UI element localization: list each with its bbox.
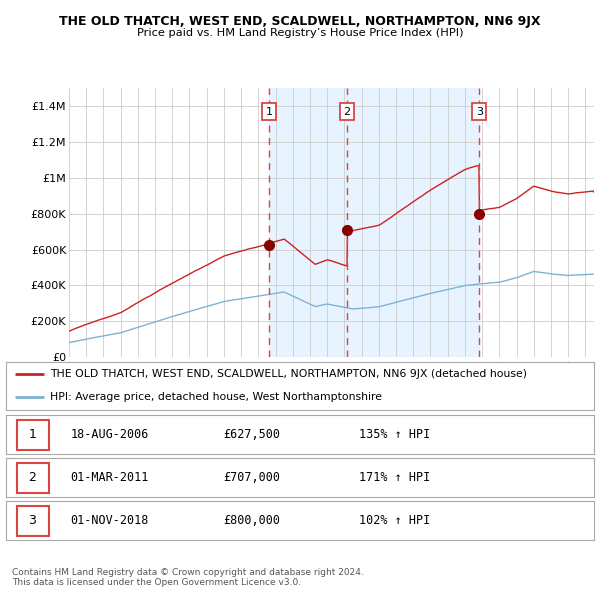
FancyBboxPatch shape	[17, 463, 49, 493]
Text: £627,500: £627,500	[224, 428, 281, 441]
Text: 3: 3	[476, 107, 482, 117]
Text: HPI: Average price, detached house, West Northamptonshire: HPI: Average price, detached house, West…	[50, 392, 382, 402]
Text: 102% ↑ HPI: 102% ↑ HPI	[359, 514, 430, 527]
Text: Contains HM Land Registry data © Crown copyright and database right 2024.
This d: Contains HM Land Registry data © Crown c…	[12, 568, 364, 587]
Text: THE OLD THATCH, WEST END, SCALDWELL, NORTHAMPTON, NN6 9JX (detached house): THE OLD THATCH, WEST END, SCALDWELL, NOR…	[50, 369, 527, 379]
Text: 01-NOV-2018: 01-NOV-2018	[71, 514, 149, 527]
Bar	[347, 88, 479, 357]
Text: 171% ↑ HPI: 171% ↑ HPI	[359, 471, 430, 484]
Text: 135% ↑ HPI: 135% ↑ HPI	[359, 428, 430, 441]
Text: 18-AUG-2006: 18-AUG-2006	[71, 428, 149, 441]
Text: 2: 2	[29, 471, 37, 484]
Bar	[269, 88, 347, 357]
Text: £800,000: £800,000	[224, 514, 281, 527]
FancyBboxPatch shape	[17, 419, 49, 450]
Text: 1: 1	[266, 107, 272, 117]
Text: 3: 3	[29, 514, 37, 527]
Text: 1: 1	[29, 428, 37, 441]
Text: £707,000: £707,000	[224, 471, 281, 484]
Text: THE OLD THATCH, WEST END, SCALDWELL, NORTHAMPTON, NN6 9JX: THE OLD THATCH, WEST END, SCALDWELL, NOR…	[59, 15, 541, 28]
Text: 2: 2	[344, 107, 351, 117]
Text: 01-MAR-2011: 01-MAR-2011	[71, 471, 149, 484]
Text: Price paid vs. HM Land Registry’s House Price Index (HPI): Price paid vs. HM Land Registry’s House …	[137, 28, 463, 38]
FancyBboxPatch shape	[17, 506, 49, 536]
